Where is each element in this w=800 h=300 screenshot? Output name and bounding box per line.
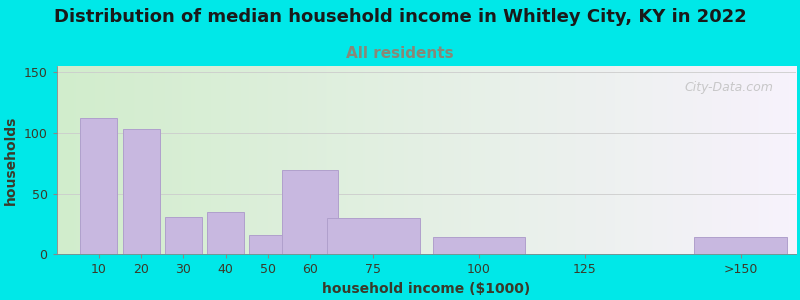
Bar [207,212,244,254]
Bar [80,118,118,254]
Bar [433,237,526,254]
Bar [250,235,286,254]
Bar [327,218,420,254]
Bar [694,237,787,254]
Y-axis label: households: households [4,116,18,205]
Text: All residents: All residents [346,46,454,62]
Text: City-Data.com: City-Data.com [685,81,774,94]
Bar [122,129,160,254]
Bar [282,170,338,254]
Text: Distribution of median household income in Whitley City, KY in 2022: Distribution of median household income … [54,8,746,26]
Bar [165,217,202,254]
X-axis label: household income ($1000): household income ($1000) [322,282,530,296]
